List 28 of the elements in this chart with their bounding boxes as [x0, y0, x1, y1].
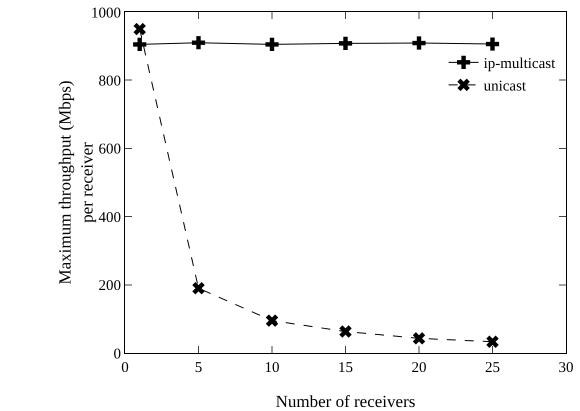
y-tick-label: 200: [98, 278, 121, 294]
point: [339, 325, 352, 338]
point: [338, 36, 352, 50]
y-tick-label: 400: [98, 210, 121, 226]
point: [412, 36, 426, 50]
x-axis-title: Number of receivers: [276, 392, 416, 411]
point: [192, 36, 206, 50]
x-tick-label: 15: [338, 360, 353, 376]
x-tick-label: 5: [194, 360, 202, 376]
point: [486, 37, 500, 51]
y-tick-label: 600: [98, 142, 121, 158]
x-tick-label: 30: [558, 360, 574, 376]
point: [133, 22, 146, 36]
legend-label: unicast: [484, 78, 527, 95]
x-tick-label: 20: [412, 360, 426, 376]
point: [412, 332, 426, 345]
point: [266, 314, 278, 327]
x-tick-label: 10: [264, 360, 280, 376]
y-tick-label: 0: [114, 346, 121, 362]
point: [265, 38, 279, 51]
legend-label: ip-multicast: [484, 56, 556, 72]
y-tick-label: 800: [98, 73, 121, 90]
y-tick-label: 1000: [91, 5, 121, 22]
y-axis-title: Maximum throughput (Mbps) per receiver: [55, 80, 96, 284]
point: [192, 282, 205, 294]
point: [486, 336, 499, 348]
point: [133, 38, 146, 51]
x-tick-label: 25: [485, 360, 500, 376]
